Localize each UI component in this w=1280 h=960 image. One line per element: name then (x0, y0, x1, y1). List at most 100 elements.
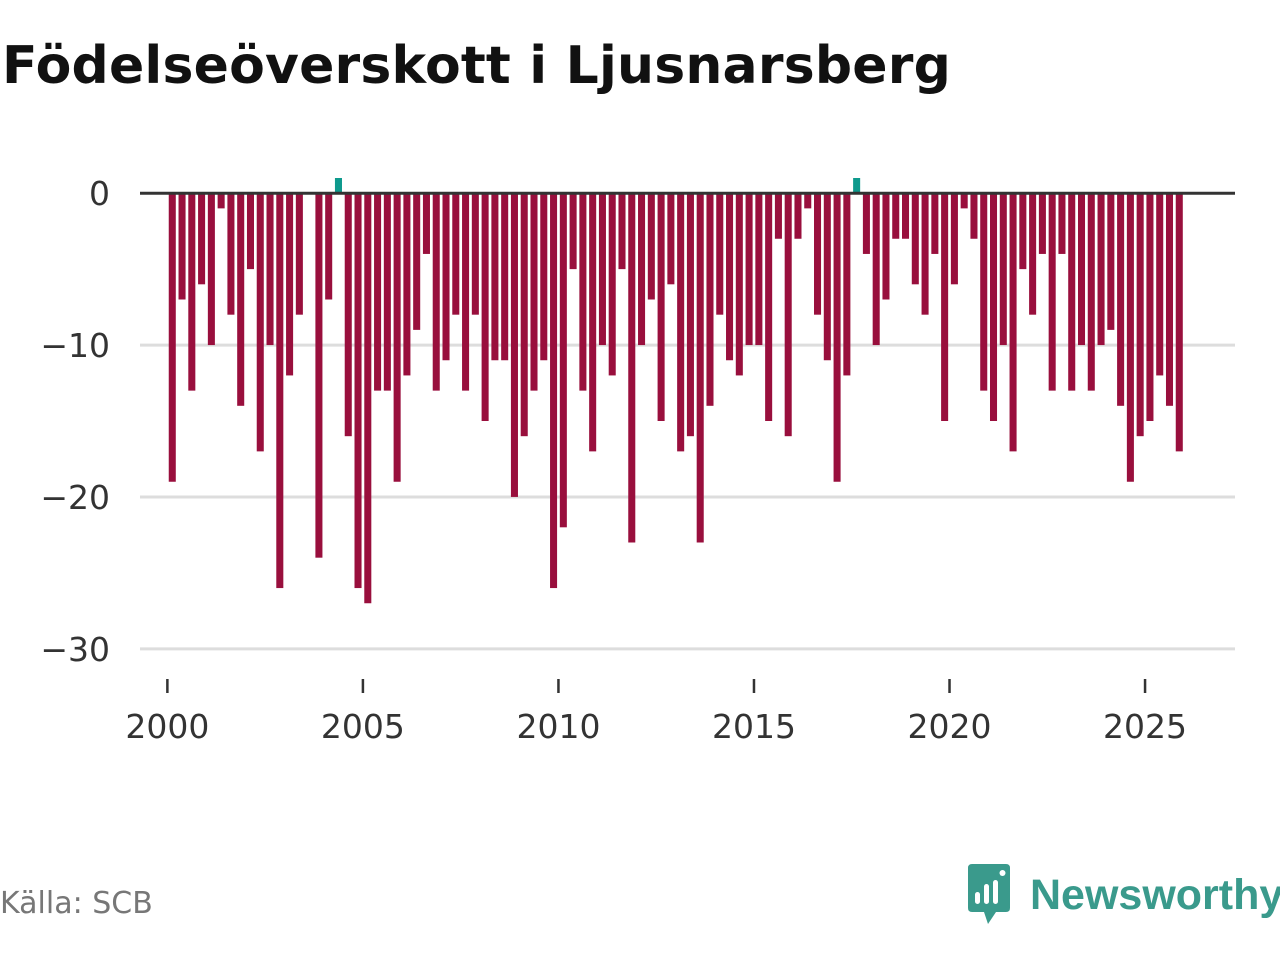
x-tick-label: 2020 (908, 707, 992, 746)
bar (403, 193, 411, 376)
bar (853, 178, 861, 194)
x-tick-label: 2015 (712, 707, 796, 746)
bar (902, 193, 910, 239)
bar (295, 193, 303, 315)
bar (657, 193, 665, 421)
bar (1117, 193, 1125, 406)
bar (256, 193, 264, 452)
bar (1107, 193, 1115, 330)
bar (1048, 193, 1056, 391)
bar (1146, 193, 1154, 421)
bar (530, 193, 538, 391)
bar (980, 193, 988, 391)
bar (921, 193, 929, 315)
bar (1019, 193, 1027, 270)
bars (168, 178, 1183, 604)
bar (569, 193, 577, 270)
bar (374, 193, 382, 391)
bar (989, 193, 998, 421)
bar (706, 193, 714, 406)
chart-title: Födelseöverskott i Ljusnarsberg (2, 36, 952, 96)
bar (364, 193, 372, 604)
bar (471, 193, 479, 315)
bar (1058, 193, 1066, 254)
bar (422, 193, 430, 254)
bar (315, 193, 323, 558)
bar (716, 193, 724, 315)
bar (432, 193, 440, 391)
x-tick-label: 2025 (1103, 707, 1187, 746)
bar (960, 193, 968, 209)
bar (862, 193, 870, 254)
y-tick-label: −10 (40, 326, 110, 365)
bar (1068, 193, 1076, 391)
x-tick-label: 2005 (321, 707, 405, 746)
bar (1165, 193, 1174, 406)
bar (266, 193, 274, 346)
bar (481, 193, 489, 421)
bar (344, 193, 352, 437)
bar (354, 193, 362, 589)
bar (1156, 193, 1164, 376)
bar (833, 193, 841, 482)
bar (892, 193, 900, 239)
bar (442, 193, 450, 361)
bar (1009, 193, 1017, 452)
bar (168, 193, 176, 482)
bar (774, 193, 782, 239)
x-tick-label: 2010 (516, 707, 600, 746)
bar (550, 193, 558, 589)
bar (1097, 193, 1105, 346)
bar (882, 193, 890, 300)
bar (931, 193, 939, 254)
bar (970, 193, 978, 239)
bar (726, 193, 734, 361)
bar (1136, 193, 1144, 437)
bar (510, 193, 518, 497)
bar (618, 193, 626, 270)
bar (647, 193, 655, 300)
bar (804, 193, 812, 209)
bar (246, 193, 254, 270)
bar (540, 193, 548, 361)
x-tick-label: 2000 (125, 707, 209, 746)
bar (696, 193, 704, 543)
bar (823, 193, 831, 361)
bar (755, 193, 763, 346)
bar (276, 193, 284, 589)
bar (589, 193, 597, 452)
bar (207, 193, 215, 346)
bar (1126, 193, 1134, 482)
bar (598, 193, 606, 346)
bar (628, 193, 636, 543)
bar (843, 193, 851, 376)
bar (559, 193, 567, 528)
bar (579, 193, 587, 391)
bar (227, 193, 235, 315)
bar (491, 193, 499, 361)
bar (608, 193, 616, 376)
bar (286, 193, 294, 376)
bar (1087, 193, 1095, 391)
bar (198, 193, 206, 285)
bar (911, 193, 919, 285)
brand-logo: Newsworthy (964, 864, 1280, 926)
y-tick-label: −30 (40, 630, 110, 669)
bar (638, 193, 646, 346)
bar (745, 193, 753, 346)
bar (794, 193, 802, 239)
bar (941, 193, 949, 421)
brand-name: Newsworthy (1030, 870, 1280, 919)
bar (462, 193, 470, 391)
axes: 0 −10 −20 −30 2000 2005 2010 2015 2020 2025 (40, 174, 1235, 746)
y-tick-label: 0 (89, 174, 110, 213)
bar (393, 193, 401, 482)
bar (1077, 193, 1086, 346)
bar (501, 193, 509, 361)
bar (999, 193, 1007, 346)
bar (1175, 193, 1183, 452)
bar (237, 193, 245, 406)
bar (413, 193, 421, 330)
bar (217, 193, 225, 209)
